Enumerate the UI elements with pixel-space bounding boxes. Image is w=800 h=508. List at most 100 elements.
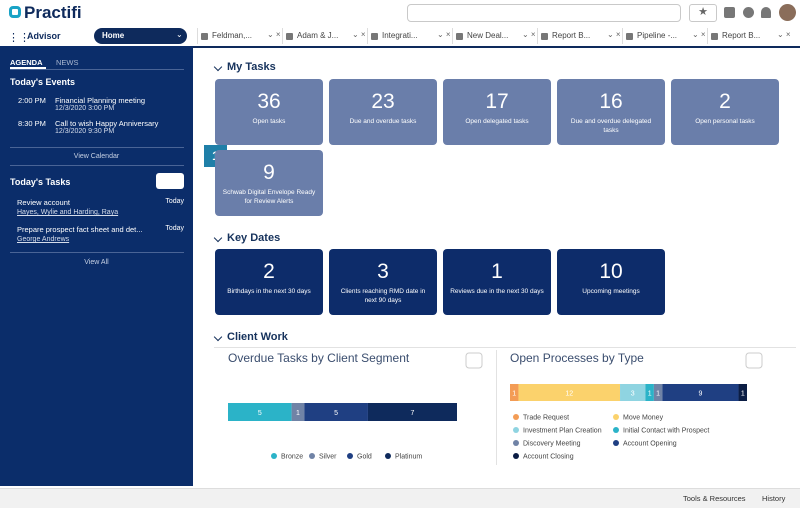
card[interactable]: 1 Reviews due in the next 30 days bbox=[443, 249, 551, 315]
event-date: 12/3/2020 3:00 PM bbox=[55, 105, 115, 112]
legend-swatch bbox=[613, 440, 619, 446]
setup-button[interactable] bbox=[743, 7, 754, 18]
sidebar-tab[interactable]: AGENDA bbox=[10, 58, 43, 67]
filter-button[interactable] bbox=[156, 173, 184, 189]
task-title[interactable]: Review account bbox=[17, 198, 70, 207]
logo[interactable]: Practifi bbox=[24, 3, 82, 22]
home-menu[interactable]: ⌄ bbox=[176, 30, 183, 39]
legend-swatch bbox=[513, 453, 519, 459]
legend-label: Account Opening bbox=[623, 441, 677, 448]
sidebar-line bbox=[10, 69, 184, 70]
favorites-button[interactable]: ★ bbox=[689, 4, 717, 22]
legend-swatch bbox=[347, 453, 353, 459]
chart-menu[interactable] bbox=[465, 352, 483, 369]
tab-close[interactable]: ⌄ × bbox=[267, 30, 281, 39]
home-label[interactable]: Home bbox=[102, 31, 125, 40]
sidebar-tab[interactable]: NEWS bbox=[56, 58, 79, 67]
events-title: Today's Events bbox=[10, 77, 75, 87]
tab-underline bbox=[10, 67, 46, 69]
card[interactable]: 16 Due and overdue delegated tasks bbox=[557, 79, 665, 145]
card-value: 2 bbox=[719, 90, 731, 113]
legend-label: Move Money bbox=[623, 415, 664, 422]
home-pill[interactable] bbox=[94, 28, 187, 44]
tab-label[interactable]: Report B... bbox=[722, 31, 761, 40]
tab-icon bbox=[626, 33, 633, 40]
bar-segment bbox=[620, 384, 646, 401]
tab-close[interactable]: ⌄ × bbox=[607, 30, 621, 39]
tab-close[interactable]: ⌄ × bbox=[777, 30, 791, 39]
tab[interactable] bbox=[622, 28, 707, 44]
segment-label: 5 bbox=[258, 410, 262, 417]
tab-label[interactable]: Feldman,... bbox=[212, 31, 253, 40]
card-value: 23 bbox=[371, 90, 395, 113]
card[interactable]: 23 Due and overdue tasks bbox=[329, 79, 437, 145]
bar-segment bbox=[291, 403, 305, 421]
card-value: 10 bbox=[599, 260, 623, 283]
tab-label[interactable]: Adam & J... bbox=[297, 31, 339, 40]
event-title[interactable]: Financial Planning meeting bbox=[55, 96, 146, 105]
tab-label[interactable]: Pipeline -... bbox=[637, 31, 678, 40]
tab[interactable] bbox=[707, 28, 792, 44]
logo-icon bbox=[9, 6, 21, 18]
tab[interactable] bbox=[452, 28, 537, 44]
bar-segment bbox=[738, 384, 747, 401]
card-value: 3 bbox=[377, 260, 389, 283]
card[interactable]: 2 Birthdays in the next 30 days bbox=[215, 249, 323, 315]
tab-close[interactable]: ⌄ × bbox=[522, 30, 536, 39]
divider bbox=[496, 350, 497, 465]
card[interactable]: 9 Schwab Digital Envelope Ready for Revie… bbox=[215, 150, 323, 216]
card-label: Schwab Digital Envelope Ready for Review… bbox=[222, 189, 316, 205]
view-calendar[interactable]: View Calendar bbox=[73, 153, 120, 160]
legend-label: Discovery Meeting bbox=[523, 441, 581, 448]
card[interactable]: 3 Clients reaching RMD date in next 90 da… bbox=[329, 249, 437, 315]
chart-menu[interactable] bbox=[745, 352, 763, 369]
notifications-button[interactable] bbox=[761, 7, 771, 18]
tab-icon bbox=[371, 33, 378, 40]
card-label: Open personal tasks bbox=[695, 118, 755, 125]
app-launcher[interactable]: ⋮⋮ bbox=[8, 32, 30, 44]
collapse-icon[interactable] bbox=[213, 233, 223, 243]
tab-close[interactable]: ⌄ × bbox=[692, 30, 706, 39]
tab-label[interactable]: Integrati... bbox=[382, 31, 418, 40]
tab[interactable] bbox=[367, 28, 452, 44]
avatar[interactable] bbox=[779, 4, 796, 21]
card[interactable]: 17 Open delegated tasks bbox=[443, 79, 551, 145]
search-box[interactable] bbox=[407, 4, 681, 22]
card[interactable]: 10 Upcoming meetings bbox=[557, 249, 665, 315]
legend-swatch bbox=[513, 427, 519, 433]
tab-label[interactable]: New Deal... bbox=[467, 31, 509, 40]
tools-link[interactable]: Tools & Resources bbox=[683, 494, 746, 503]
collapse-icon[interactable] bbox=[213, 332, 223, 342]
bar-segment bbox=[304, 403, 368, 421]
tab-close[interactable]: ⌄ × bbox=[352, 30, 366, 39]
tab[interactable] bbox=[197, 28, 282, 44]
history-link[interactable]: History bbox=[762, 494, 786, 503]
card-value: 1 bbox=[491, 260, 503, 283]
bar-segment bbox=[653, 384, 663, 401]
legend-label: Trade Request bbox=[523, 415, 569, 422]
footer bbox=[0, 488, 800, 508]
legend-swatch bbox=[385, 453, 391, 459]
task-title[interactable]: Prepare prospect fact sheet and det... bbox=[17, 225, 143, 234]
task-who[interactable]: George Andrews bbox=[17, 236, 70, 243]
tab-label[interactable]: Report B... bbox=[552, 31, 591, 40]
legend-swatch bbox=[271, 453, 277, 459]
card-value: 16 bbox=[599, 90, 623, 113]
add-button[interactable] bbox=[724, 7, 735, 18]
event-title[interactable]: Call to wish Happy Anniversary bbox=[55, 119, 159, 128]
tab[interactable] bbox=[537, 28, 622, 44]
tab-close[interactable]: ⌄ × bbox=[437, 30, 451, 39]
card-value: 9 bbox=[263, 161, 275, 184]
card-label: Birthdays in the next 30 days bbox=[227, 288, 311, 295]
tab[interactable] bbox=[282, 28, 367, 44]
segment-label: 1 bbox=[656, 391, 660, 398]
segment-label: 7 bbox=[411, 410, 415, 417]
legend-swatch bbox=[513, 414, 519, 420]
collapse-icon[interactable] bbox=[213, 62, 223, 72]
card[interactable]: 2 Open personal tasks bbox=[671, 79, 779, 145]
divider bbox=[214, 347, 796, 348]
view-all[interactable]: View All bbox=[84, 259, 109, 266]
task-who[interactable]: Hayes, Wylie and Harding, Raya bbox=[17, 209, 119, 216]
card[interactable]: 36 Open tasks bbox=[215, 79, 323, 145]
